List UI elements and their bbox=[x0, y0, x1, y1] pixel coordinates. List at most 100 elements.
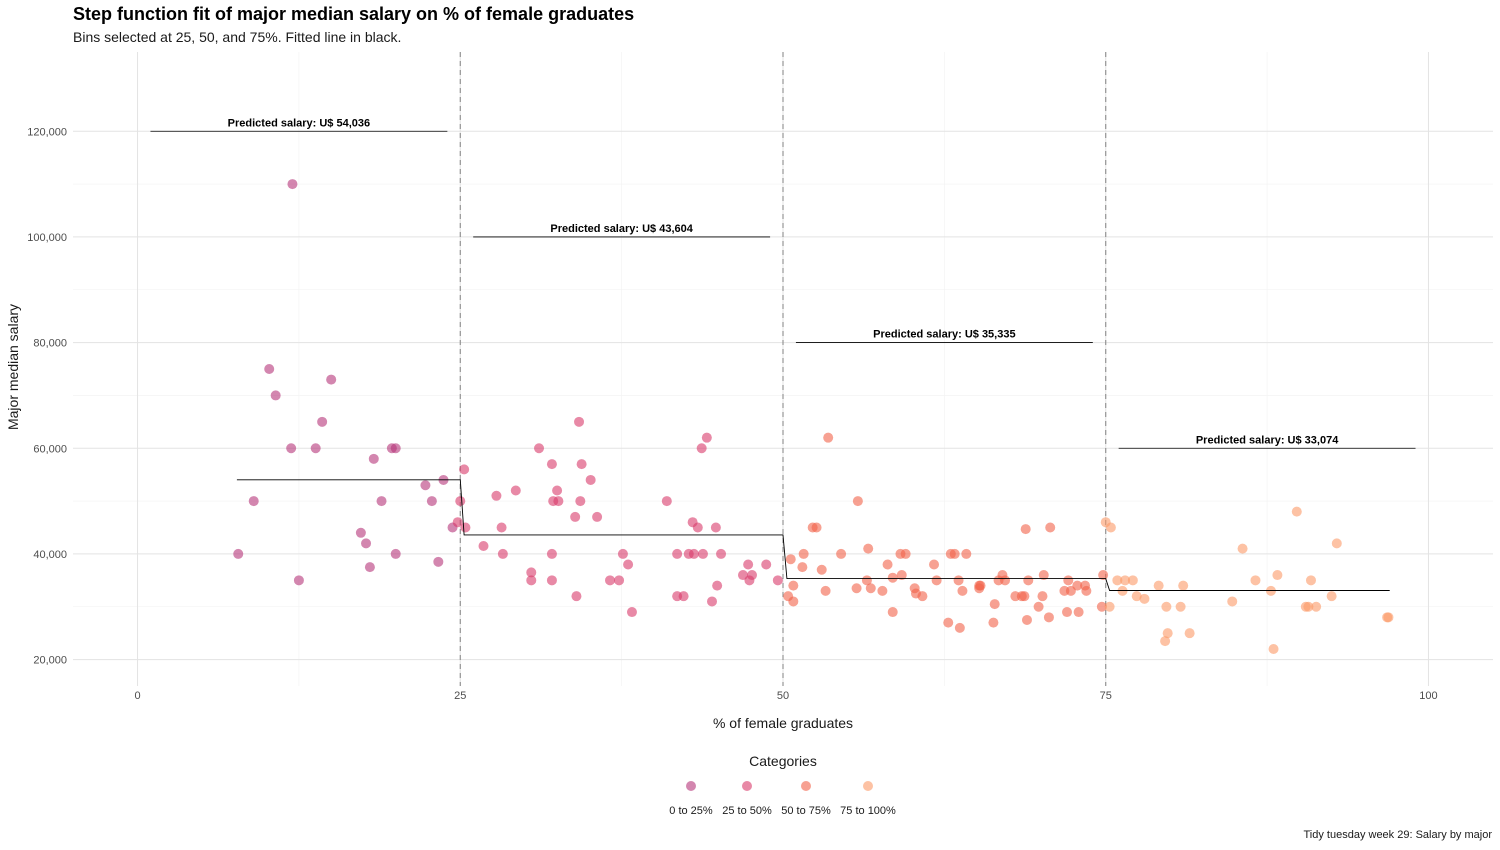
data-point bbox=[816, 564, 827, 575]
x-tick-label: 0 bbox=[134, 690, 140, 702]
legend: 0 to 25% 25 to 50% 50 to 75% 75 to 100% bbox=[669, 781, 896, 817]
fitted-step-line bbox=[236, 479, 1390, 591]
data-point bbox=[1237, 543, 1248, 554]
data-point bbox=[877, 585, 888, 596]
data-point bbox=[688, 548, 699, 559]
data-point bbox=[1023, 575, 1034, 586]
data-point bbox=[571, 591, 582, 602]
annotation-label: Predicted salary: U$ 43,604 bbox=[550, 223, 693, 235]
data-point bbox=[426, 496, 437, 507]
data-point bbox=[317, 416, 328, 427]
data-point bbox=[1291, 506, 1302, 517]
data-point bbox=[1305, 575, 1316, 586]
x-tick-label: 100 bbox=[1419, 690, 1437, 702]
data-point bbox=[585, 474, 596, 485]
data-point bbox=[233, 548, 244, 559]
data-point bbox=[861, 575, 872, 586]
data-point bbox=[788, 580, 799, 591]
data-point bbox=[882, 559, 893, 570]
data-point bbox=[1383, 612, 1394, 623]
data-point bbox=[364, 562, 375, 573]
data-point bbox=[1139, 593, 1150, 604]
legend-key bbox=[686, 781, 696, 791]
data-point bbox=[1162, 628, 1173, 639]
data-point bbox=[1153, 580, 1164, 591]
data-point bbox=[497, 548, 508, 559]
axis-tick-labels: 0 25 50 75 100 20,000 40,000 60,000 80,000 100,00… bbox=[27, 126, 1437, 702]
data-point bbox=[534, 443, 545, 454]
data-point bbox=[478, 540, 489, 551]
data-point bbox=[546, 575, 557, 586]
data-point bbox=[836, 548, 847, 559]
data-point bbox=[1331, 538, 1342, 549]
data-point bbox=[1098, 570, 1109, 581]
data-point bbox=[576, 459, 587, 470]
data-point bbox=[716, 548, 727, 559]
data-point bbox=[286, 443, 297, 454]
legend-key bbox=[801, 781, 811, 791]
data-point bbox=[798, 548, 809, 559]
data-point bbox=[747, 570, 758, 581]
data-point bbox=[743, 559, 754, 570]
data-point bbox=[420, 480, 431, 491]
data-point bbox=[1062, 607, 1072, 618]
data-point bbox=[1020, 524, 1031, 535]
data-point bbox=[546, 548, 557, 559]
chart-subtitle: Bins selected at 25, 50, and 75%. Fitted… bbox=[73, 29, 402, 45]
data-point bbox=[1268, 644, 1279, 655]
data-point bbox=[988, 617, 999, 628]
data-point bbox=[672, 548, 683, 559]
data-point bbox=[887, 607, 898, 618]
data-point bbox=[287, 179, 298, 190]
legend-label: 0 to 25% bbox=[669, 805, 713, 817]
fitted-line bbox=[236, 479, 1390, 591]
data-point bbox=[823, 432, 834, 443]
y-tick-label: 60,000 bbox=[33, 443, 67, 455]
data-point bbox=[1120, 575, 1131, 586]
data-point bbox=[1045, 522, 1056, 533]
data-point bbox=[1175, 601, 1186, 612]
data-point bbox=[943, 617, 954, 628]
data-point bbox=[574, 416, 585, 427]
data-point bbox=[710, 522, 721, 533]
data-point bbox=[491, 490, 502, 501]
y-tick-label: 100,000 bbox=[27, 232, 67, 244]
data-point bbox=[361, 538, 372, 549]
legend-key bbox=[863, 781, 873, 791]
data-point bbox=[697, 548, 708, 559]
data-point bbox=[785, 554, 796, 565]
legend-label: 75 to 100% bbox=[840, 805, 896, 817]
data-point bbox=[433, 556, 444, 567]
data-point bbox=[452, 517, 463, 528]
data-point bbox=[614, 575, 625, 586]
data-point bbox=[949, 548, 960, 559]
data-point bbox=[701, 432, 712, 443]
data-point bbox=[552, 485, 563, 496]
data-point bbox=[975, 580, 986, 591]
data-point bbox=[896, 570, 907, 581]
prediction-annotations: Predicted salary: U$ 54,036 Predicted sal… bbox=[150, 117, 1416, 449]
data-point bbox=[575, 496, 586, 507]
data-point bbox=[1131, 591, 1142, 602]
data-point bbox=[1073, 607, 1084, 618]
data-point bbox=[1104, 601, 1115, 612]
chart-caption: Tidy tuesday week 29: Salary by major bbox=[1303, 829, 1492, 841]
data-point bbox=[326, 374, 337, 385]
data-point bbox=[954, 622, 965, 633]
annotation-label: Predicted salary: U$ 35,335 bbox=[873, 329, 1015, 341]
data-point bbox=[355, 527, 366, 538]
data-point bbox=[852, 496, 863, 507]
data-point bbox=[820, 585, 831, 596]
x-tick-label: 25 bbox=[454, 690, 466, 702]
data-point bbox=[931, 575, 942, 586]
data-point bbox=[310, 443, 321, 454]
data-point bbox=[1021, 614, 1032, 625]
data-point bbox=[696, 443, 707, 454]
data-point bbox=[496, 522, 507, 533]
data-point bbox=[900, 548, 911, 559]
legend-key bbox=[742, 781, 752, 791]
data-point bbox=[270, 390, 281, 401]
x-tick-label: 50 bbox=[777, 690, 789, 702]
chart-title: Step function fit of major median salary… bbox=[73, 4, 635, 24]
